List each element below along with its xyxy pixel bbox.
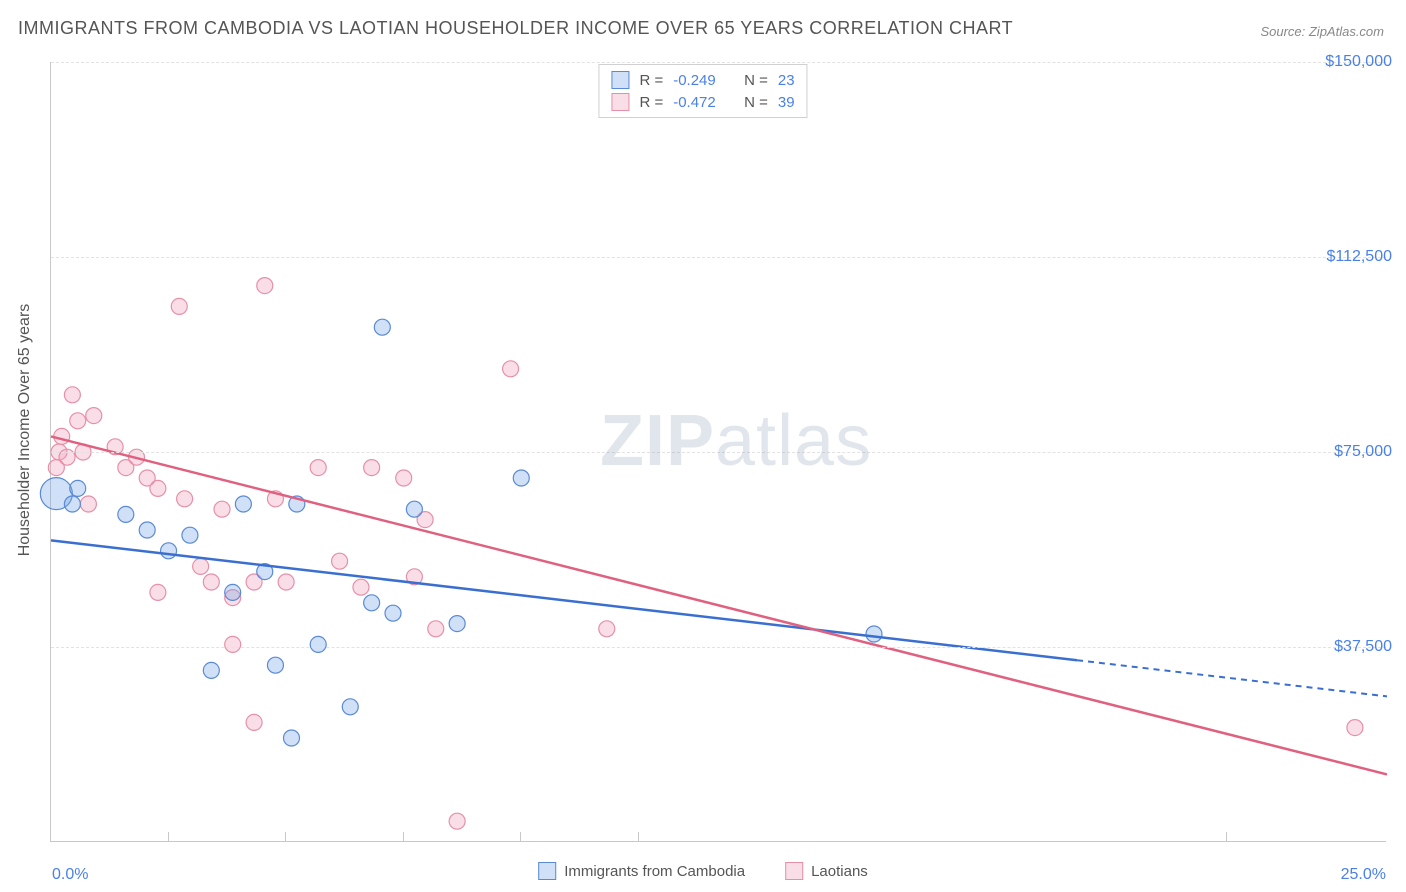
x-tick-mark	[285, 832, 286, 842]
scatter-point-cambodia	[118, 506, 134, 522]
scatter-point-cambodia	[235, 496, 251, 512]
scatter-point-cambodia	[866, 626, 882, 642]
scatter-point-laotians	[310, 460, 326, 476]
scatter-point-cambodia	[161, 543, 177, 559]
legend-item-cambodia: Immigrants from Cambodia	[538, 862, 745, 880]
y-tick-label: $112,500	[1326, 248, 1392, 266]
scatter-point-laotians	[353, 579, 369, 595]
chart-container: IMMIGRANTS FROM CAMBODIA VS LAOTIAN HOUS…	[0, 0, 1406, 892]
x-tick-mark	[638, 832, 639, 842]
scatter-point-laotians	[150, 584, 166, 600]
scatter-point-laotians	[449, 813, 465, 829]
scatter-point-cambodia	[513, 470, 529, 486]
scatter-point-laotians	[278, 574, 294, 590]
legend-swatch-laotians-2	[785, 862, 803, 880]
scatter-point-cambodia	[364, 595, 380, 611]
legend-r-label: R =	[639, 72, 663, 89]
scatter-point-laotians	[364, 460, 380, 476]
legend-row-cambodia: R = -0.249 N = 23	[611, 69, 794, 91]
legend-label-laotians: Laotians	[811, 863, 868, 880]
scatter-point-laotians	[64, 387, 80, 403]
scatter-point-cambodia	[64, 496, 80, 512]
trend-line-cambodia	[51, 540, 1077, 660]
scatter-point-cambodia	[203, 662, 219, 678]
x-tick-mark	[1226, 832, 1227, 842]
legend-swatch-cambodia	[611, 71, 629, 89]
scatter-point-laotians	[503, 361, 519, 377]
scatter-point-cambodia	[374, 319, 390, 335]
scatter-point-cambodia	[139, 522, 155, 538]
x-tick-label-max: 25.0%	[1341, 866, 1386, 884]
legend-n-label: N =	[744, 72, 768, 89]
legend-n-value-laotians: 39	[778, 94, 795, 111]
scatter-point-cambodia	[449, 616, 465, 632]
scatter-point-laotians	[396, 470, 412, 486]
scatter-point-cambodia	[225, 584, 241, 600]
legend-label-cambodia: Immigrants from Cambodia	[564, 863, 745, 880]
scatter-point-cambodia	[406, 501, 422, 517]
legend-row-laotians: R = -0.472 N = 39	[611, 91, 794, 113]
scatter-point-laotians	[257, 278, 273, 294]
trend-line-dashed-cambodia	[1077, 660, 1387, 696]
legend-r-label-2: R =	[639, 94, 663, 111]
scatter-point-laotians	[225, 636, 241, 652]
y-axis-label: Householder Income Over 65 years	[16, 304, 34, 557]
legend-r-value-cambodia: -0.249	[673, 72, 716, 89]
scatter-point-cambodia	[267, 657, 283, 673]
scatter-point-laotians	[80, 496, 96, 512]
scatter-point-laotians	[428, 621, 444, 637]
scatter-point-laotians	[171, 298, 187, 314]
source-name: ZipAtlas.com	[1309, 24, 1384, 39]
y-tick-label: $37,500	[1334, 638, 1392, 656]
plot-area	[50, 62, 1386, 842]
scatter-point-laotians	[332, 553, 348, 569]
scatter-point-laotians	[86, 408, 102, 424]
legend-r-value-laotians: -0.472	[673, 94, 716, 111]
x-tick-mark	[50, 832, 51, 842]
x-tick-label-min: 0.0%	[52, 866, 88, 884]
x-tick-mark	[168, 832, 169, 842]
scatter-point-cambodia	[283, 730, 299, 746]
legend-correlation-box: R = -0.249 N = 23 R = -0.472 N = 39	[598, 64, 807, 118]
chart-title: IMMIGRANTS FROM CAMBODIA VS LAOTIAN HOUS…	[18, 18, 1013, 39]
scatter-point-cambodia	[182, 527, 198, 543]
legend-swatch-laotians	[611, 93, 629, 111]
source-attribution: Source: ZipAtlas.com	[1260, 24, 1384, 39]
legend-series-box: Immigrants from Cambodia Laotians	[538, 862, 868, 880]
scatter-point-laotians	[214, 501, 230, 517]
y-tick-label: $75,000	[1334, 443, 1392, 461]
scatter-point-laotians	[599, 621, 615, 637]
scatter-point-laotians	[246, 714, 262, 730]
scatter-point-laotians	[70, 413, 86, 429]
legend-n-label-2: N =	[744, 94, 768, 111]
x-tick-mark	[520, 832, 521, 842]
scatter-point-cambodia	[385, 605, 401, 621]
y-tick-label: $150,000	[1325, 53, 1392, 71]
legend-swatch-cambodia-2	[538, 862, 556, 880]
scatter-point-laotians	[1347, 720, 1363, 736]
scatter-point-cambodia	[70, 480, 86, 496]
scatter-point-laotians	[193, 558, 209, 574]
source-prefix: Source:	[1260, 24, 1308, 39]
legend-item-laotians: Laotians	[785, 862, 868, 880]
legend-n-value-cambodia: 23	[778, 72, 795, 89]
scatter-point-laotians	[177, 491, 193, 507]
x-tick-mark	[403, 832, 404, 842]
scatter-point-laotians	[203, 574, 219, 590]
scatter-point-cambodia	[342, 699, 358, 715]
scatter-point-laotians	[150, 480, 166, 496]
scatter-point-cambodia	[310, 636, 326, 652]
